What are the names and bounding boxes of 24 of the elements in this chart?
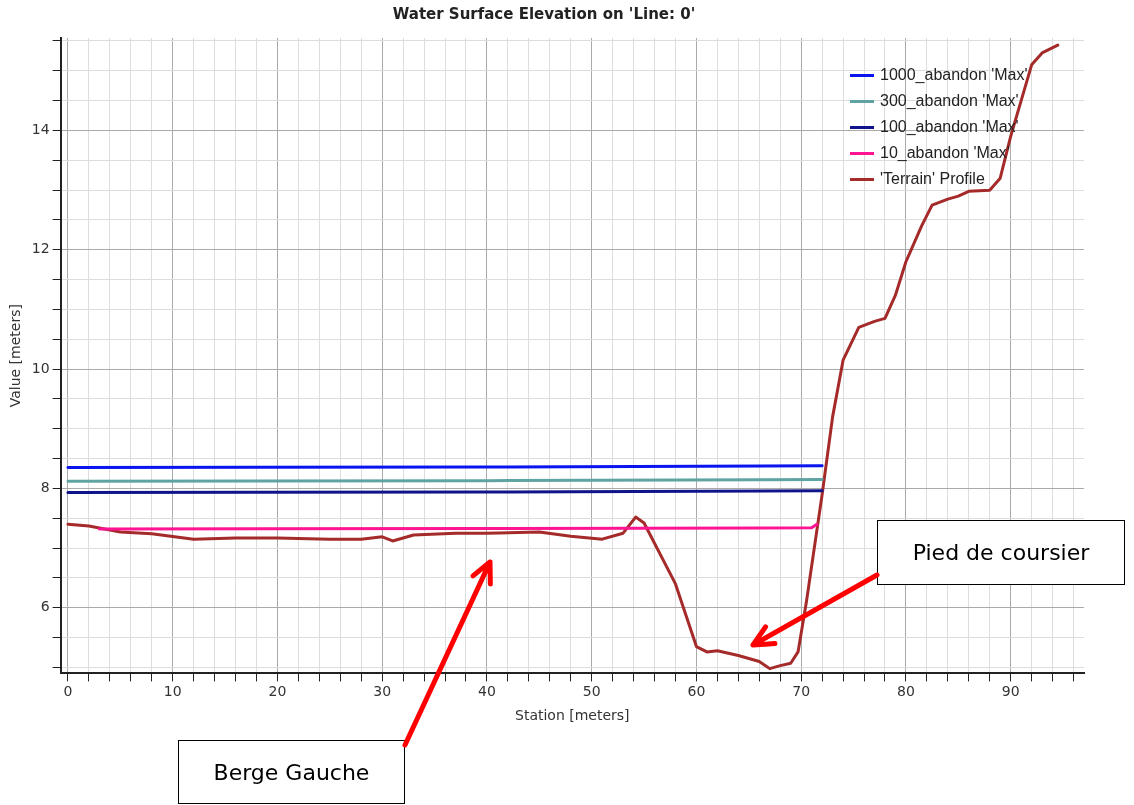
x-tick-label: 50 <box>582 683 601 700</box>
x-tick-label: 30 <box>373 683 392 700</box>
callout-box: Berge Gauche <box>178 740 405 804</box>
x-tick-label: 90 <box>1001 683 1020 700</box>
annotation: Pied de coursier <box>912 540 1090 565</box>
y-tick-label: 10 <box>31 359 50 376</box>
y-tick-label: 8 <box>40 479 50 496</box>
legend-label: 1000_abandon 'Max' <box>880 66 1028 84</box>
x-tick-label: 60 <box>687 683 706 700</box>
legend-label: 300_abandon 'Max' <box>880 92 1019 110</box>
y-tick-label: 6 <box>40 598 50 615</box>
y-tick-label: 12 <box>31 240 50 257</box>
callout-box: Pied de coursier <box>877 520 1125 585</box>
x-tick-label: 80 <box>897 683 915 700</box>
x-tick-label: 70 <box>792 683 811 700</box>
y-axis-title: Value [meters] <box>7 304 24 408</box>
legend-label: 'Terrain' Profile <box>880 170 985 188</box>
y-tick-label: 14 <box>31 121 50 138</box>
chart-title: Water Surface Elevation on 'Line: 0' <box>392 4 696 23</box>
x-tick-label: 0 <box>63 683 73 700</box>
x-tick-label: 20 <box>268 683 287 700</box>
x-tick-label: 10 <box>163 683 182 700</box>
x-tick-label: 40 <box>478 683 496 700</box>
x-axis-title: Station [meters] <box>515 707 630 724</box>
